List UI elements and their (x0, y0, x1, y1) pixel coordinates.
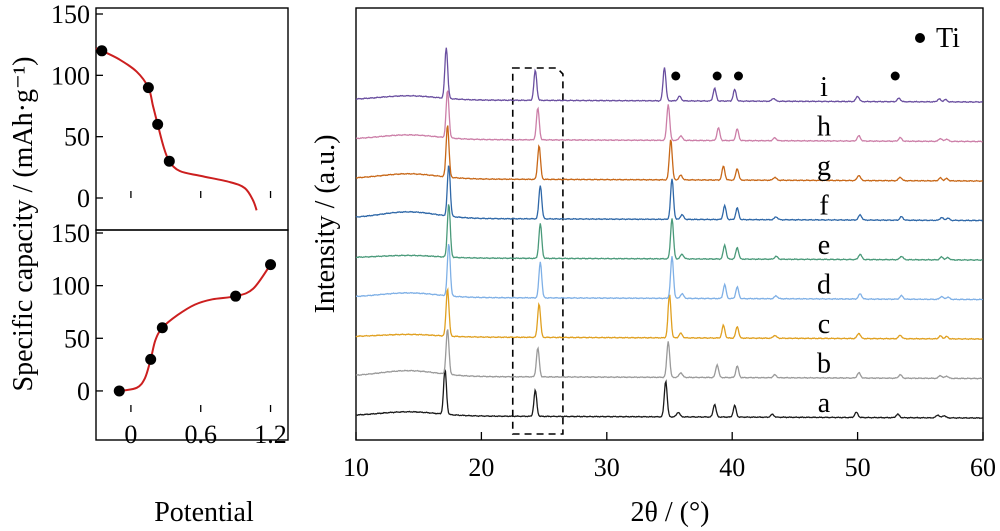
series-label-d: d (817, 270, 831, 301)
legend-ti-label: Ti (936, 23, 960, 54)
capacity-curve (119, 264, 272, 392)
x-tick-label: 50 (845, 453, 871, 482)
x-tick-label: 0 (124, 420, 137, 449)
x-tick-label: 40 (719, 453, 745, 482)
data-point (152, 118, 164, 130)
legend-ti-marker (915, 33, 925, 43)
data-point (156, 322, 168, 334)
bottom-left-frame (95, 229, 289, 441)
x-tick-label: 10 (343, 453, 369, 482)
right-y-axis-label: Intensity / (a.u.) (310, 135, 341, 314)
x-tick-label: 30 (594, 453, 620, 482)
ti-peak-marker (712, 71, 722, 81)
xrd-line-a (356, 369, 984, 420)
x-tick-label: 0.6 (184, 420, 217, 449)
data-point (230, 290, 242, 302)
series-label-e: e (818, 230, 830, 261)
series-label-c: c (818, 309, 830, 340)
y-tick-label: 150 (51, 0, 90, 29)
highlight-dashed-box (511, 67, 564, 435)
series-label-a: a (818, 388, 831, 419)
y-tick-label: 50 (64, 324, 90, 353)
xrd-line-h (355, 90, 983, 143)
y-tick-label: 150 (51, 219, 90, 248)
bottom-left-panel: 0 50 100 150 0 0.6 1.2 (51, 219, 287, 449)
y-tick-label: 0 (77, 184, 90, 213)
series-label-i: i (820, 72, 828, 103)
y-tick-label: 100 (51, 61, 90, 90)
xrd-line-c (355, 287, 983, 341)
data-point (96, 45, 108, 57)
data-point (113, 385, 125, 397)
series-label-h: h (817, 112, 831, 143)
capacity-curve (95, 47, 258, 211)
x-tick-label: 20 (468, 453, 494, 482)
y-tick-label: 100 (51, 272, 90, 301)
left-y-axis-label: Specific capacity / (mAh·g⁻¹) (8, 57, 39, 392)
left-x-axis-label: Potential (154, 497, 254, 528)
xrd-line-b (355, 329, 983, 380)
y-tick-label: 50 (64, 123, 90, 152)
ti-peak-marker (890, 71, 900, 81)
x-tick-label: 1.2 (254, 420, 287, 449)
data-point (265, 259, 277, 271)
ti-peak-marker (671, 71, 681, 81)
x-tick-label: 60 (970, 453, 996, 482)
right-x-axis-label: 2θ / (°) (630, 497, 709, 528)
ti-peak-marker (733, 71, 743, 81)
xrd-line-e (355, 204, 983, 262)
right-frame (355, 7, 984, 441)
y-tick-label: 0 (77, 377, 90, 406)
top-left-frame (95, 7, 289, 231)
top-left-panel: 0 50 100 150 (51, 0, 272, 213)
series-label-b: b (817, 349, 831, 380)
xrd-line-d (356, 244, 984, 301)
series-label-g: g (817, 151, 831, 182)
data-point (145, 353, 157, 365)
data-point (142, 82, 154, 94)
xrd-line-i (355, 47, 983, 104)
xrd-line-g (355, 125, 984, 183)
xrd-line-f (355, 165, 983, 222)
series-label-f: f (819, 191, 829, 222)
data-point (163, 155, 175, 167)
